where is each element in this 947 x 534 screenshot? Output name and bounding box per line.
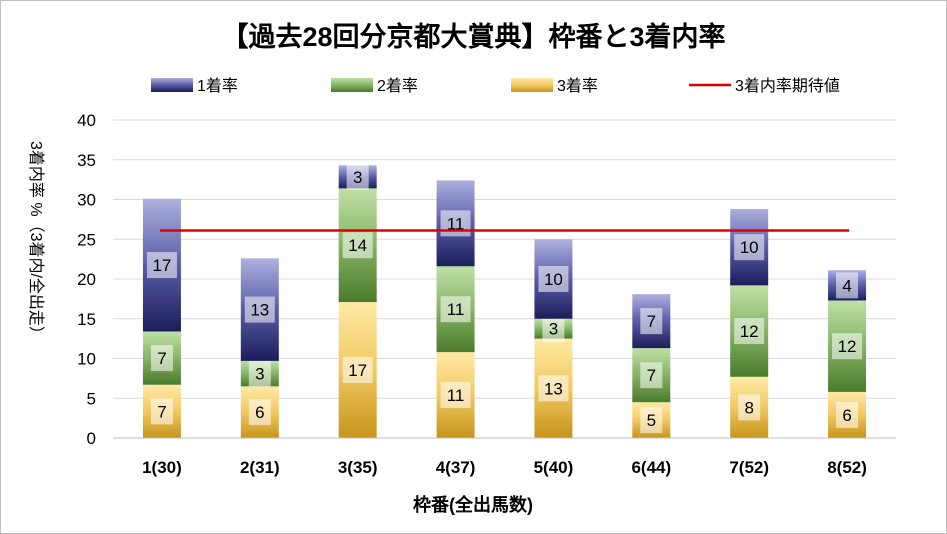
- data-label-bg: [146, 252, 177, 279]
- x-tick-label: 8(52): [827, 458, 867, 477]
- data-label: 4: [842, 276, 851, 295]
- y-tick-label: 20: [77, 270, 96, 289]
- data-label-bg: [734, 234, 765, 261]
- data-label: 6: [255, 403, 264, 422]
- legend-swatch: [331, 78, 373, 92]
- y-tick-label: 15: [77, 310, 96, 329]
- legend-label: 3着率: [557, 77, 598, 95]
- data-label-bg: [342, 357, 373, 384]
- x-tick-label: 1(30): [142, 458, 182, 477]
- y-tick-label: 5: [87, 389, 96, 408]
- x-tick-label: 2(31): [240, 458, 280, 477]
- x-tick-label: 5(40): [534, 458, 574, 477]
- data-label: 13: [250, 301, 269, 320]
- x-tick-label: 6(44): [631, 458, 671, 477]
- data-label-bg: [836, 401, 859, 428]
- data-label: 10: [740, 238, 759, 257]
- data-label-bg: [538, 375, 569, 402]
- data-label-bg: [440, 382, 471, 409]
- data-label: 13: [544, 379, 563, 398]
- x-axis-label: 枠番(全出馬数): [413, 494, 533, 515]
- data-label: 6: [842, 406, 851, 425]
- data-label-bg: [150, 398, 173, 425]
- legend: 1着率 2着率 3着率 3着内率期待値: [151, 77, 840, 95]
- data-label: 3: [353, 168, 362, 187]
- chart-title: 【過去28回分京都大賞典】枠番と3着内率: [221, 22, 726, 52]
- data-label-bg: [440, 296, 471, 323]
- data-label: 8: [744, 398, 753, 417]
- y-tick-label: 25: [77, 230, 96, 249]
- data-label: 17: [348, 361, 367, 380]
- data-label: 7: [647, 366, 656, 385]
- data-label-bg: [640, 362, 663, 389]
- legend-swatch: [151, 78, 193, 92]
- data-label-bg: [640, 407, 663, 434]
- x-tick-label: 7(52): [729, 458, 769, 477]
- data-label: 12: [740, 322, 759, 341]
- data-label-bg: [542, 315, 565, 342]
- data-label: 3: [549, 320, 558, 339]
- y-tick-label: 10: [77, 350, 96, 369]
- data-label: 11: [447, 214, 465, 233]
- data-label: 7: [647, 312, 656, 331]
- y-tick-label: 0: [87, 429, 96, 448]
- legend-swatch: [511, 78, 553, 92]
- legend-label: 1着率: [197, 77, 238, 95]
- y-axis-label: 3着内率 %（3着内/全出走）: [27, 141, 45, 342]
- data-label-bg: [738, 394, 761, 421]
- y-tick-label: 30: [77, 191, 96, 210]
- data-label: 5: [647, 411, 656, 430]
- data-label-bg: [248, 360, 271, 387]
- y-tick-label: 35: [77, 151, 96, 170]
- data-label: 17: [152, 256, 171, 275]
- x-tick-label: 3(35): [338, 458, 378, 477]
- data-label-bg: [150, 345, 173, 372]
- data-label-bg: [538, 266, 569, 292]
- x-tick-label: 4(37): [436, 458, 476, 477]
- data-label-bg: [734, 318, 765, 345]
- data-label-bg: [342, 232, 373, 259]
- data-label: 11: [447, 300, 465, 319]
- y-tick-label: 40: [77, 111, 96, 130]
- data-label: 11: [447, 386, 465, 405]
- legend-label: 3着内率期待値: [735, 77, 840, 95]
- data-label-bg: [346, 163, 369, 190]
- data-label: 12: [838, 337, 857, 356]
- data-label-bg: [248, 399, 271, 426]
- data-label: 10: [544, 270, 563, 289]
- data-label-bg: [832, 333, 863, 360]
- data-label-bg: [640, 308, 663, 335]
- data-label: 3: [255, 365, 264, 384]
- data-label-bg: [244, 296, 275, 323]
- data-label: 7: [157, 349, 166, 368]
- data-label: 7: [157, 402, 166, 421]
- data-label: 14: [348, 236, 367, 255]
- data-label-bg: [836, 272, 859, 299]
- legend-label: 2着率: [377, 77, 418, 95]
- data-label-bg: [440, 210, 471, 237]
